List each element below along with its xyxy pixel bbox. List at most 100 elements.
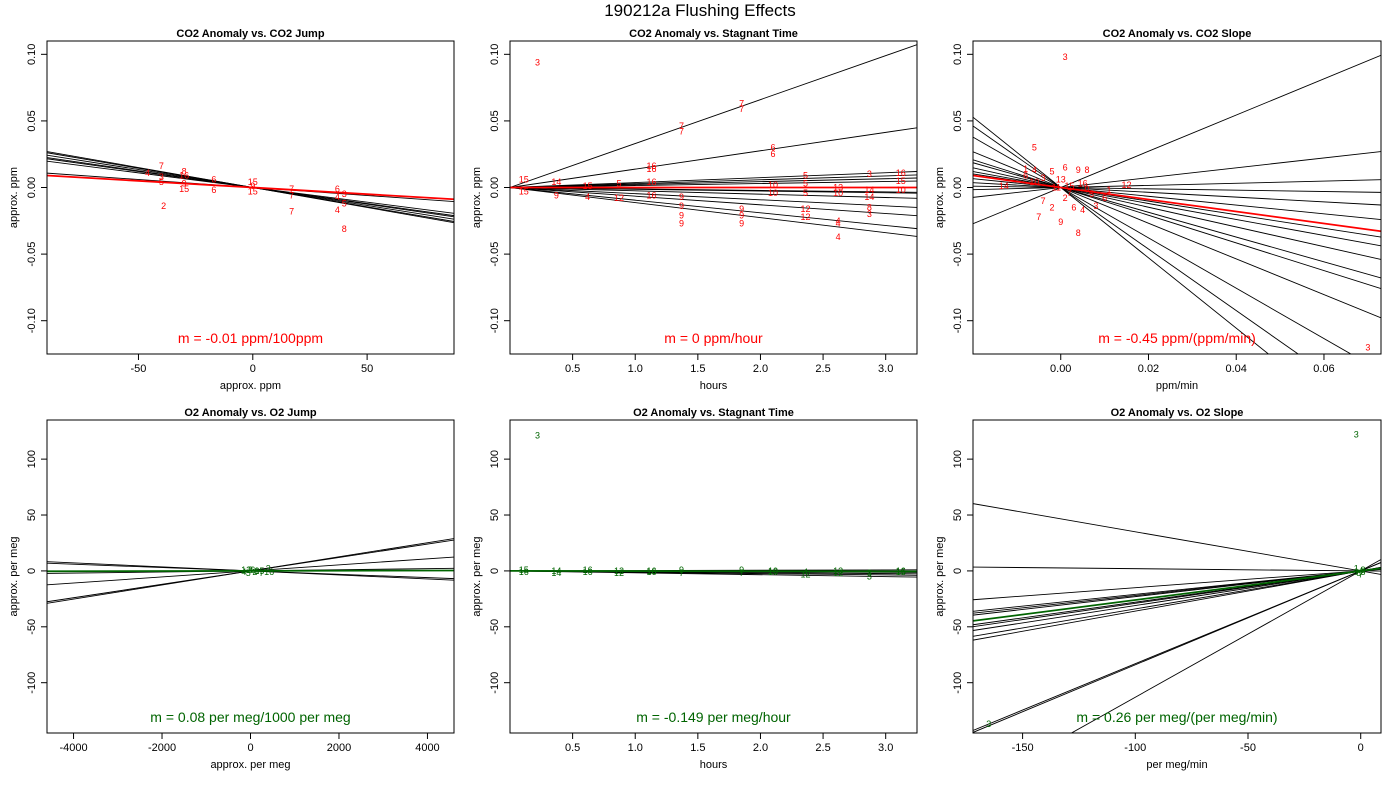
- data-point: 5: [803, 171, 808, 181]
- x-tick-label: 2.0: [753, 363, 768, 375]
- data-point: 9: [554, 191, 559, 201]
- y-tick-label: 50: [952, 509, 964, 521]
- data-point: 5: [1049, 167, 1054, 177]
- x-tick-label: -150: [1012, 742, 1034, 754]
- regression-lines: [973, 503, 1381, 733]
- x-axis-label: approx. ppm: [220, 380, 281, 392]
- data-point: 15: [519, 565, 529, 575]
- x-tick-label: 1.0: [628, 363, 643, 375]
- data-point: 7: [739, 99, 744, 109]
- data-point: 3: [535, 57, 540, 67]
- data-point: 15: [254, 566, 264, 576]
- slope-annotation: m = -0.01 ppm/100ppm: [178, 330, 323, 346]
- data-point: 3: [342, 189, 347, 199]
- data-point: 6: [1356, 568, 1361, 578]
- fit-line: [973, 568, 1381, 614]
- x-tick-label: 0.02: [1138, 363, 1159, 375]
- data-point: 12: [801, 569, 811, 579]
- slope-annotation: m = -0.149 per meg/hour: [636, 709, 791, 725]
- plot-frame: [509, 40, 918, 355]
- data-point: 7: [1067, 188, 1072, 198]
- fit-line: [973, 503, 1381, 575]
- y-tick-label: 0: [26, 568, 38, 574]
- data-point: 14: [864, 192, 874, 202]
- data-point: 3: [867, 568, 872, 578]
- data-point: 4: [1080, 205, 1085, 215]
- regression-lines: [47, 151, 454, 224]
- data-point: 5: [159, 177, 164, 187]
- regression-lines: [973, 54, 1381, 354]
- data-point: 16: [647, 567, 657, 577]
- data-point: 7: [1041, 196, 1046, 206]
- data-point: 15: [248, 187, 258, 197]
- figure-title: 190212a Flushing Effects: [604, 1, 796, 20]
- overall-fit-line: [973, 567, 1381, 622]
- data-point: 7: [159, 161, 164, 171]
- data-point: 15: [896, 176, 906, 186]
- data-point: 6: [1023, 171, 1028, 181]
- data-point: 3: [1093, 201, 1098, 211]
- data-point: 9: [739, 210, 744, 220]
- data-point: 4: [145, 168, 150, 178]
- data-point: 3: [1354, 430, 1359, 440]
- data-point: 3: [266, 564, 271, 574]
- fit-line: [973, 167, 1381, 260]
- y-tick-label: 50: [26, 509, 38, 521]
- data-point: 10: [768, 180, 778, 190]
- data-point: 6: [1102, 193, 1107, 203]
- overall-fit-line: [510, 570, 917, 573]
- data-point: 8: [1085, 165, 1090, 175]
- x-tick-label: 0.5: [565, 363, 580, 375]
- data-point: 15: [179, 184, 189, 194]
- data-point: 2: [161, 201, 166, 211]
- data-point: 9: [679, 210, 684, 220]
- x-tick-label: -4000: [59, 742, 87, 754]
- panel-title: O2 Anomaly vs. Stagnant Time: [633, 407, 794, 419]
- data-point: 7: [289, 184, 294, 194]
- slope-annotation: m = -0.45 ppm/(ppm/min): [1098, 330, 1256, 346]
- plot-frame: [509, 419, 918, 734]
- data-point: 16: [647, 161, 657, 171]
- data-point: 7: [679, 568, 684, 578]
- fit-line: [973, 179, 1381, 191]
- y-tick-label: 50: [489, 509, 501, 521]
- y-tick-label: 0.05: [26, 110, 38, 131]
- x-tick-label: 3.0: [878, 742, 893, 754]
- data-point: 9: [679, 565, 684, 575]
- data-point: 9: [679, 192, 684, 202]
- y-tick-label: -0.05: [952, 242, 964, 267]
- x-axis-label: per meg/min: [1146, 759, 1207, 771]
- panel-title: O2 Anomaly vs. O2 Jump: [184, 407, 317, 419]
- fit-line: [510, 187, 917, 230]
- data-point: 7: [679, 127, 684, 137]
- panel-co2-stagnant: CO2 Anomaly vs. Stagnant Time37777661616…: [471, 28, 918, 392]
- fit-line: [510, 180, 917, 188]
- x-tick-label: 2000: [327, 742, 351, 754]
- data-point: 5: [803, 188, 808, 198]
- data-point: 12: [801, 212, 811, 222]
- regression-lines: [510, 569, 917, 578]
- x-tick-label: 0: [1358, 742, 1364, 754]
- y-axis-label: approx. per meg: [471, 536, 483, 616]
- data-point: 16: [583, 567, 593, 577]
- fit-line: [973, 568, 1381, 601]
- y-tick-label: 100: [489, 450, 501, 468]
- data-point: 9: [739, 218, 744, 228]
- x-tick-label: 4000: [415, 742, 439, 754]
- data-point: 9: [739, 204, 744, 214]
- fit-line: [973, 151, 1381, 319]
- data-point: 6: [335, 184, 340, 194]
- data-point: 6: [250, 565, 255, 575]
- fit-line: [973, 182, 1381, 206]
- data-point: 9: [1058, 217, 1063, 227]
- plot-frame: [46, 40, 455, 355]
- data-point: 4: [335, 192, 340, 202]
- fit-line: [973, 566, 1381, 572]
- y-tick-label: 0: [952, 568, 964, 574]
- data-point: 8: [1360, 565, 1365, 575]
